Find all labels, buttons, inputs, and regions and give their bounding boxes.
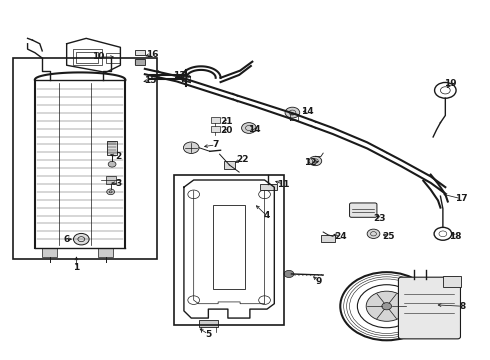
Text: 16: 16 — [146, 50, 158, 59]
Text: 7: 7 — [213, 140, 219, 149]
Text: 11: 11 — [277, 180, 290, 189]
Circle shape — [309, 156, 322, 166]
Text: 24: 24 — [334, 232, 346, 241]
Text: 13: 13 — [173, 71, 185, 80]
Bar — [98, 248, 113, 257]
FancyBboxPatch shape — [398, 277, 461, 339]
Bar — [76, 52, 98, 63]
Text: 22: 22 — [236, 155, 249, 164]
FancyBboxPatch shape — [349, 203, 377, 217]
Text: 2: 2 — [115, 152, 121, 161]
Circle shape — [242, 123, 256, 134]
Circle shape — [367, 229, 380, 238]
Bar — [107, 140, 117, 155]
Circle shape — [366, 291, 407, 321]
Text: 23: 23 — [373, 214, 386, 223]
Text: 20: 20 — [220, 126, 233, 135]
Bar — [198, 320, 218, 327]
Text: 19: 19 — [444, 80, 457, 89]
Circle shape — [285, 107, 300, 118]
Circle shape — [107, 189, 115, 195]
Text: 12: 12 — [304, 158, 316, 167]
Bar — [321, 235, 335, 242]
Circle shape — [284, 270, 294, 278]
Text: 4: 4 — [264, 211, 270, 220]
Bar — [443, 276, 462, 287]
Text: 1: 1 — [74, 264, 79, 273]
Bar — [213, 205, 245, 289]
Bar — [211, 126, 220, 132]
Bar — [223, 161, 235, 168]
Bar — [106, 176, 116, 184]
Bar — [13, 58, 157, 259]
Text: 21: 21 — [220, 117, 233, 126]
Text: 6: 6 — [64, 235, 70, 244]
Bar — [174, 175, 284, 325]
Bar — [42, 248, 57, 257]
Bar — [211, 117, 220, 123]
Bar — [135, 50, 145, 55]
Text: 14: 14 — [301, 107, 314, 116]
Circle shape — [108, 161, 116, 167]
Text: 14: 14 — [248, 125, 261, 134]
Text: 18: 18 — [449, 232, 462, 241]
Bar — [135, 59, 146, 65]
Circle shape — [183, 142, 199, 153]
Text: 3: 3 — [116, 179, 122, 188]
Text: 17: 17 — [455, 194, 467, 203]
Text: 15: 15 — [145, 76, 157, 85]
Bar — [73, 49, 102, 65]
Text: 9: 9 — [315, 276, 321, 285]
Circle shape — [382, 303, 392, 310]
Text: 10: 10 — [92, 53, 104, 62]
Bar — [106, 53, 121, 63]
Circle shape — [74, 233, 89, 245]
Text: 5: 5 — [205, 330, 212, 339]
Text: 25: 25 — [382, 232, 394, 241]
Bar — [260, 184, 277, 190]
Text: 8: 8 — [459, 302, 466, 311]
